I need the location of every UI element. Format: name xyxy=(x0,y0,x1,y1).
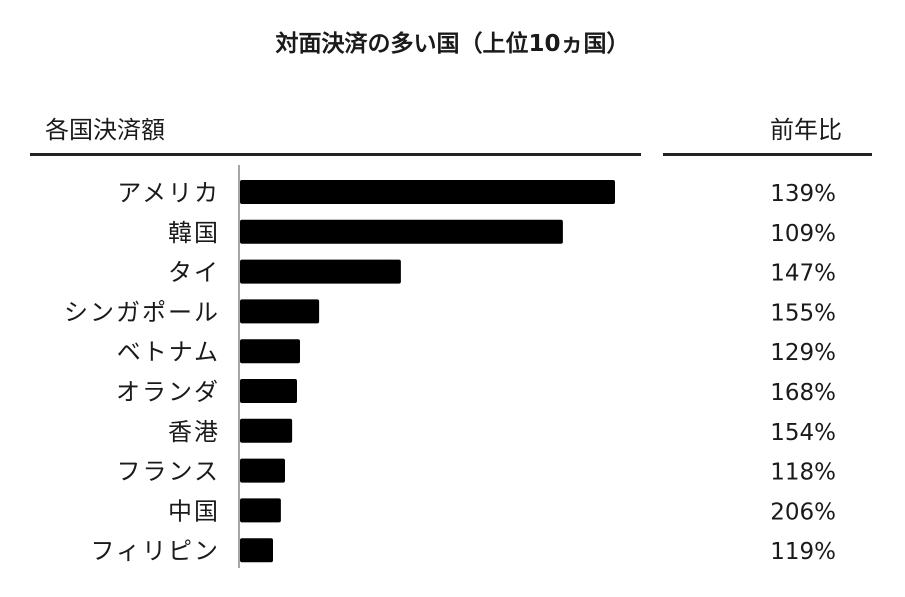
left-header: 各国決済額 xyxy=(45,116,165,144)
category-label: オランダ xyxy=(116,378,220,406)
header-rule-left xyxy=(30,153,641,156)
category-label: タイ xyxy=(168,259,220,287)
category-label: シンガポール xyxy=(64,298,220,326)
yoy-label: 147% xyxy=(770,261,836,287)
yoy-label: 139% xyxy=(770,181,836,207)
bar xyxy=(240,219,563,244)
bar xyxy=(240,339,300,364)
bar xyxy=(240,458,285,483)
yoy-label: 155% xyxy=(770,300,836,326)
bar xyxy=(240,299,320,324)
yoy-label: 129% xyxy=(770,340,836,366)
yoy-label: 119% xyxy=(770,539,836,565)
yoy-label: 118% xyxy=(770,460,836,486)
yoy-label: 168% xyxy=(770,380,836,406)
bar xyxy=(240,259,401,284)
right-header: 前年比 xyxy=(770,116,842,144)
bar xyxy=(240,379,297,403)
bar xyxy=(240,538,273,563)
category-label: 中国 xyxy=(168,497,220,525)
chart-title: 対面決済の多い国（上位10ヵ国） xyxy=(275,31,630,57)
bar xyxy=(240,498,281,523)
bar xyxy=(240,418,293,443)
header-rule-right xyxy=(663,153,872,156)
yoy-label: 206% xyxy=(770,499,836,525)
bar xyxy=(240,180,615,204)
category-label: 香港 xyxy=(168,418,220,446)
category-label: フランス xyxy=(116,458,220,486)
yoy-label: 154% xyxy=(770,420,836,446)
yoy-label: 109% xyxy=(770,221,836,247)
category-label: フィリピン xyxy=(90,537,220,565)
category-label: ベトナム xyxy=(117,338,220,366)
category-label: アメリカ xyxy=(117,179,220,207)
category-label: 韓国 xyxy=(168,219,220,247)
